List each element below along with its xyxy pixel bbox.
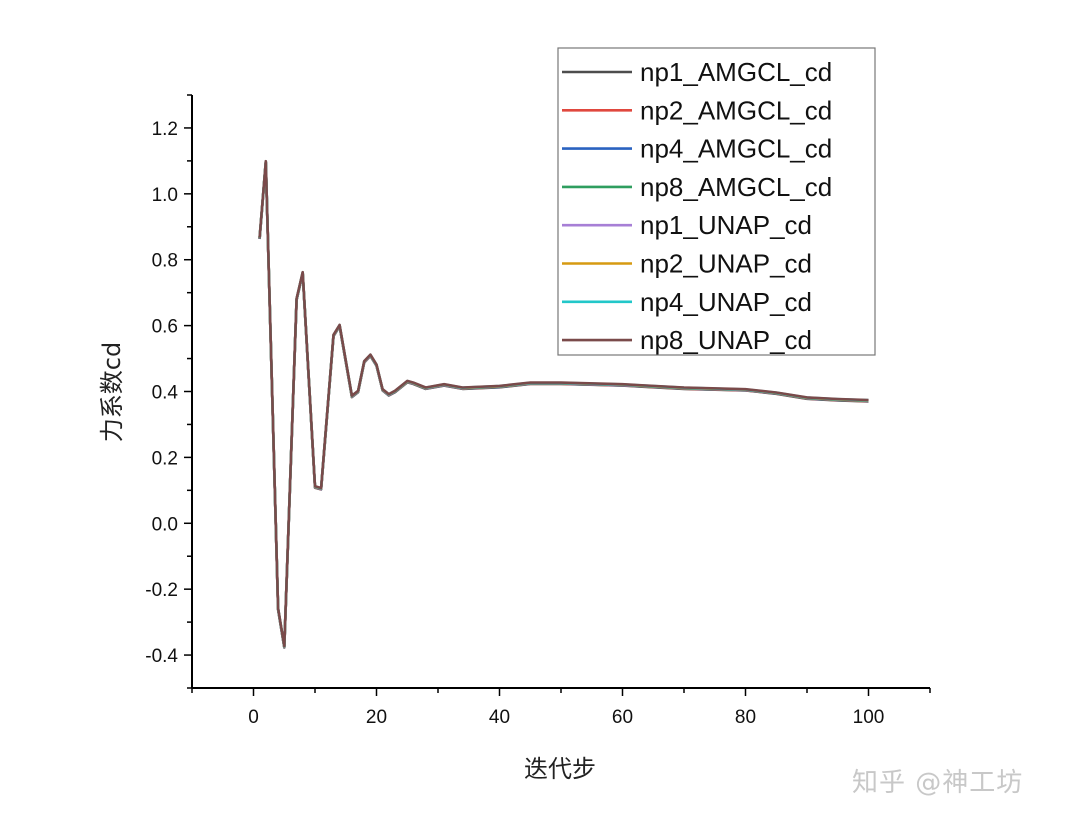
series-lines <box>258 159 869 649</box>
y-tick-label: -0.4 <box>145 646 178 667</box>
y-tick-label: 0.2 <box>152 448 178 469</box>
legend-label: np4_UNAP_cd <box>640 287 812 317</box>
x-tick-label: 60 <box>612 707 633 728</box>
legend-label: np1_UNAP_cd <box>640 210 812 240</box>
legend-label: np1_AMGCL_cd <box>640 57 832 87</box>
legend-label: np4_AMGCL_cd <box>640 134 832 164</box>
x-tick-label: 80 <box>735 707 756 728</box>
legend: np1_AMGCL_cd np2_AMGCL_cd np4_AMGCL_cd np8_… <box>557 47 876 356</box>
x-tick-label: 0 <box>248 707 259 728</box>
y-tick-label: 0.6 <box>152 317 178 338</box>
y-tick-label: 1.0 <box>152 185 178 206</box>
x-axis-title: 迭代步 <box>524 755 596 783</box>
x-tick-label: 20 <box>366 707 387 728</box>
series-line <box>258 159 869 648</box>
y-tick-label: 0.0 <box>152 514 178 535</box>
legend-label: np2_UNAP_cd <box>640 249 812 279</box>
x-tick-label: 40 <box>489 707 510 728</box>
y-tick-label: 0.8 <box>152 251 178 272</box>
y-tick-label: 1.2 <box>152 119 178 140</box>
x-tick-label: 100 <box>853 707 885 728</box>
y-tick-label: -0.2 <box>145 580 178 601</box>
y-axis-title: 力系数cd <box>98 342 126 442</box>
watermark: 知乎 @神工坊 <box>852 768 1024 798</box>
y-tick-label: 0.4 <box>152 383 179 404</box>
legend-label: np8_UNAP_cd <box>640 325 812 355</box>
axes: -0.4 -0.2 0.0 0.2 0.4 0.6 0.8 1.0 1.2 0 20 40 60 80 10… <box>145 94 931 728</box>
legend-label: np2_AMGCL_cd <box>640 95 832 125</box>
legend-label: np8_AMGCL_cd <box>640 172 832 202</box>
